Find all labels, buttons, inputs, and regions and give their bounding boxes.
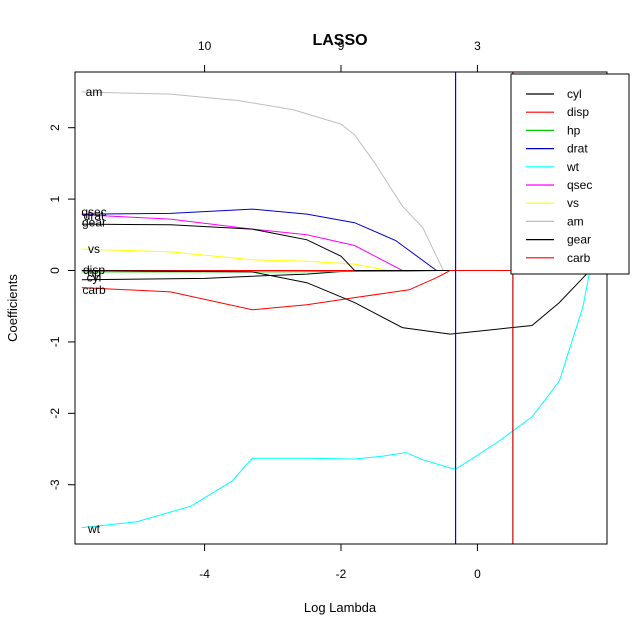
legend-label-disp: disp	[567, 105, 589, 119]
x-axis-title: Log Lambda	[304, 600, 377, 615]
top-tick-label: 10	[198, 39, 212, 53]
curve-label-cyl: cyl	[87, 271, 102, 285]
curve-label-hp: hp	[87, 266, 101, 280]
plot-border	[74, 71, 608, 545]
curve-label-qsec: qsec	[81, 205, 106, 219]
series-line-carb	[81, 270, 607, 311]
y-tick-label: -3	[48, 479, 62, 490]
curve-label-vs: vs	[88, 242, 100, 256]
curve-label-gear: gear	[82, 216, 106, 230]
chart-title: LASSO	[312, 32, 367, 49]
legend-label-hp: hp	[567, 123, 581, 137]
legend-label-cyl: cyl	[567, 87, 582, 101]
series-line-gear	[81, 223, 607, 271]
curve-label-disp: disp	[83, 263, 105, 277]
legend: cyl disp hp drat wt qsec vs am gear carb	[510, 73, 630, 275]
x-tick-label: -2	[336, 567, 347, 581]
x-tick-label: 0	[474, 567, 481, 581]
y-tick-label: 2	[48, 124, 62, 131]
legend-label-drat: drat	[567, 142, 588, 156]
series-line-wt	[81, 270, 607, 529]
legend-label-gear: gear	[567, 233, 591, 247]
y-axis-title: Coefficients	[5, 274, 20, 342]
curve-label-wt: wt	[87, 522, 101, 536]
curve-label-carb: carb	[82, 283, 106, 297]
y-tick-label: 1	[48, 195, 62, 202]
legend-label-am: am	[567, 214, 584, 228]
legend-box	[510, 73, 630, 275]
curve-label-drat: drat	[84, 209, 105, 223]
series-layer	[81, 91, 607, 529]
x-tick-label: -4	[199, 567, 210, 581]
top-tick-label: 9	[338, 39, 345, 53]
legend-label-carb: carb	[567, 251, 591, 265]
curve-label-am: am	[86, 85, 103, 99]
y-tick-label: -1	[48, 336, 62, 347]
y-tick-label: -2	[48, 408, 62, 419]
series-line-am	[81, 91, 607, 271]
legend-label-qsec: qsec	[567, 178, 592, 192]
y-tick-label: 0	[48, 267, 62, 274]
legend-label-vs: vs	[567, 196, 579, 210]
legend-label-wt: wt	[566, 160, 580, 174]
top-tick-label: 3	[474, 39, 481, 53]
series-line-drat	[81, 208, 607, 271]
series-line-unlabeled-10	[81, 270, 607, 335]
